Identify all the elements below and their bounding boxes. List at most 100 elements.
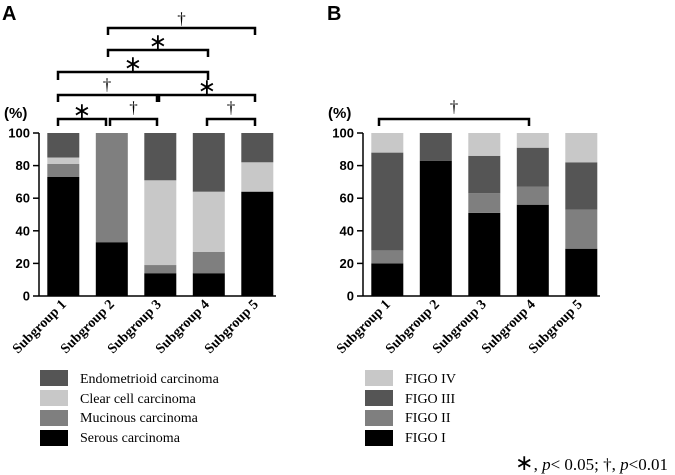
bracket-a-1-2-line	[56, 117, 108, 126]
panel-b-bar-subgroup-1-figo-ii	[371, 250, 404, 264]
bracket-a-2-3-line	[108, 117, 159, 126]
panel-a-bar-subgroup-5-endometrioid-carcinoma	[241, 133, 274, 163]
panel-a-legend: Endometrioid carcinoma Clear cell carcin…	[40, 370, 220, 446]
bracket-a-1-2: ∗	[56, 99, 108, 126]
panel-a-bar-subgroup-3-serous-carcinoma	[144, 273, 177, 296]
footnote-sep-2: ,	[612, 455, 621, 474]
panel-b-bar-subgroup-4-figo-ii	[516, 186, 549, 205]
legend-a-label-serous: Serous carcinoma	[80, 431, 181, 446]
bracket-a-4-5-mark: †	[227, 98, 236, 117]
panel-a-bar-subgroup-4-mucinous-carcinoma	[192, 252, 225, 274]
panel-b-bar-subgroup-4-figo-i	[516, 204, 549, 296]
bracket-a-1-3-mark: †	[103, 75, 112, 94]
bracket-a-4-5: †	[205, 98, 257, 126]
panel-a-bar-subgroup-3-mucinous-carcinoma	[144, 265, 177, 274]
legend-b-item-figo-i: FIGO I	[365, 430, 446, 446]
panel-a-significance-brackets: † ∗ ∗ † ∗ † ∗	[56, 9, 257, 126]
panel-a-bar-subgroup-3-clear-cell-carcinoma	[144, 180, 177, 266]
panel-b-bar-subgroup-5-figo-i	[565, 248, 598, 296]
bracket-a-1-3: †	[56, 75, 159, 102]
panel-a-y-tick-label-0: 0	[23, 289, 30, 304]
panel-b-y-tick-label-0: 0	[347, 289, 354, 304]
legend-b-swatch-figo-ii	[365, 410, 393, 426]
legend-a-swatch-clear-cell	[40, 390, 68, 406]
bracket-a-4-5-line	[205, 117, 257, 126]
panel-b-legend: FIGO IV FIGO III FIGO II FIGO I	[365, 370, 456, 446]
panel-b-y-axis: 0 20 40 60 80 100	[332, 126, 364, 304]
panel-b-bar-subgroup-2-figo-iii	[419, 133, 452, 161]
panel-a-bar-subgroup-1-mucinous-carcinoma	[47, 164, 80, 177]
panel-a-letter: A	[2, 3, 16, 25]
legend-b-label-figo-i: FIGO I	[405, 431, 446, 446]
panel-b-bar-subgroup-4-figo-iv	[516, 133, 549, 148]
panel-a-bar-subgroup-1-endometrioid-carcinoma	[47, 133, 80, 158]
panel-b-bar-subgroup-4-figo-iii	[516, 147, 549, 187]
bracket-a-1-4: ∗	[56, 52, 210, 80]
panel-b-y-tick-label-100: 100	[332, 126, 354, 141]
panel-a-y-tick-label-80: 80	[16, 158, 30, 173]
footnote-threshold-2: <0.01	[629, 455, 668, 474]
bracket-a-2-4-mark: ∗	[149, 30, 167, 55]
legend-a-label-clear-cell: Clear cell carcinoma	[80, 392, 197, 407]
footnote-p-1: p	[541, 455, 551, 474]
panel-a-ylabel: (%)	[4, 105, 27, 122]
bracket-a-1-2-mark: ∗	[73, 99, 91, 124]
legend-b-label-figo-iv: FIGO IV	[405, 372, 456, 387]
legend-b-swatch-figo-iii	[365, 390, 393, 406]
panel-b-y-tick-label-20: 20	[340, 256, 354, 271]
legend-a-item-mucinous: Mucinous carcinoma	[40, 410, 199, 426]
panel-b-y-tick-label-40: 40	[340, 223, 354, 238]
panel-b-y-tick-label-60: 60	[340, 191, 354, 206]
legend-a-label-endometrioid: Endometrioid carcinoma	[80, 372, 220, 387]
panel-b-bar-subgroup-1-figo-i	[371, 263, 404, 296]
bracket-b-1-4-line	[377, 117, 531, 126]
bracket-a-2-5-mark: †	[177, 9, 186, 28]
panel-a-bar-subgroup-4-clear-cell-carcinoma	[192, 191, 225, 252]
footnote-dagger-mark: †	[603, 455, 612, 474]
panel-a-bar-subgroup-2-mucinous-carcinoma	[95, 133, 128, 243]
panel-a-bar-subgroup-3-endometrioid-carcinoma	[144, 133, 177, 181]
legend-a-swatch-serous	[40, 430, 68, 446]
bracket-a-3-5: ∗	[157, 75, 257, 102]
panel-b-significance-brackets: †	[377, 97, 531, 126]
bracket-a-1-3-line	[56, 93, 159, 102]
panel-a-bar-subgroup-4-endometrioid-carcinoma	[192, 133, 225, 192]
bracket-a-3-5-line	[157, 93, 257, 102]
panel-a-y-tick-label-100: 100	[8, 126, 30, 141]
panel-b-ylabel: (%)	[328, 105, 351, 122]
legend-b-label-figo-iii: FIGO III	[405, 392, 455, 407]
bracket-a-2-4: ∗	[106, 30, 210, 57]
panel-a-y-tick-label-20: 20	[16, 256, 30, 271]
panel-b: B (%) 0 20 40 60 80 100 Subgroup 1 Subgr…	[327, 3, 600, 446]
bracket-a-1-4-line	[56, 70, 210, 80]
panel-b-y-tick-label-80: 80	[340, 158, 354, 173]
legend-b-item-figo-ii: FIGO II	[365, 410, 451, 426]
panel-b-bar-subgroup-5-figo-ii	[565, 209, 598, 249]
bracket-a-2-4-line	[106, 48, 210, 57]
legend-a-item-endometrioid: Endometrioid carcinoma	[40, 370, 220, 387]
panel-a-bar-subgroup-5-clear-cell-carcinoma	[241, 162, 274, 192]
bracket-b-1-4-mark: †	[450, 97, 459, 116]
panel-b-bar-subgroup-3-figo-ii	[468, 193, 501, 213]
bracket-a-3-5-mark: ∗	[198, 75, 216, 100]
panel-b-bar-subgroup-3-figo-i	[468, 212, 501, 296]
panel-a-bar-subgroup-2-serous-carcinoma	[95, 242, 128, 296]
bracket-a-2-3: †	[108, 98, 159, 126]
panel-b-bar-subgroup-5-figo-iii	[565, 162, 598, 210]
footnote-sep-1: ,	[534, 455, 543, 474]
footnote-sig-mark: ∗	[515, 451, 533, 475]
panel-b-bar-subgroup-3-figo-iii	[468, 155, 501, 194]
bracket-a-2-5-line	[106, 26, 257, 35]
legend-a-label-mucinous: Mucinous carcinoma	[80, 411, 199, 426]
panel-a-x-labels: Subgroup 1 Subgroup 2 Subgroup 3 Subgrou…	[10, 297, 262, 357]
panel-b-bar-subgroup-3-figo-iv	[468, 133, 501, 156]
bracket-a-1-4-mark: ∗	[124, 52, 142, 77]
panel-b-letter: B	[327, 3, 341, 25]
panel-b-bar-subgroup-1-figo-iii	[371, 152, 404, 251]
bracket-b-1-4: †	[377, 97, 531, 126]
panel-b-bar-subgroup-1-figo-iv	[371, 133, 404, 153]
panel-b-bar-subgroup-5-figo-iv	[565, 133, 598, 163]
panel-a-bars	[47, 133, 274, 296]
legend-b-item-figo-iii: FIGO III	[365, 390, 455, 407]
